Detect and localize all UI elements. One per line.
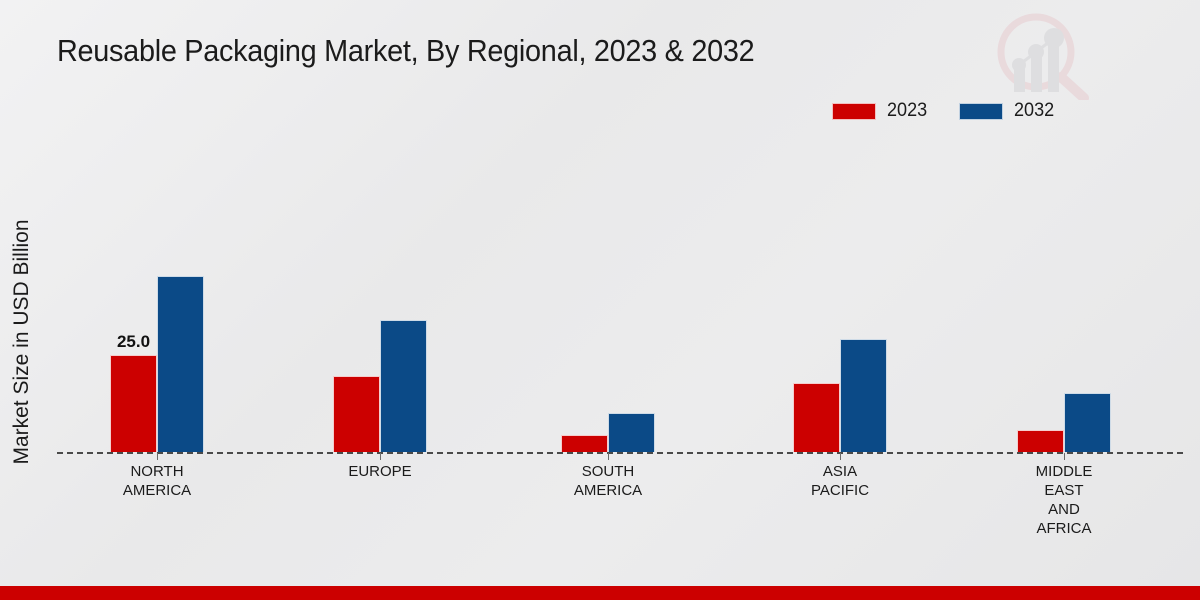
- x-axis-label-line: EUROPE: [348, 463, 412, 480]
- x-axis-label-line: ASIA: [822, 463, 858, 480]
- x-axis-label-line: MIDDLE: [1035, 463, 1093, 480]
- x-axis-label-north-america: NORTH AMERICA: [123, 462, 191, 500]
- bar-group-south-america: [561, 152, 655, 452]
- bar-north-america-2023[interactable]: 25.0: [110, 332, 157, 452]
- legend-item-2023[interactable]: 2023: [832, 100, 929, 122]
- x-axis-tick-europe: [380, 453, 381, 460]
- legend-label-2032: 2032: [1014, 100, 1055, 121]
- chart-legend: 2023 2032: [832, 100, 1057, 122]
- x-axis-label-asia-pacific: ASIA PACIFIC: [811, 462, 869, 500]
- x-axis-tick-north-america: [157, 453, 158, 460]
- chart-title: Reusable Packaging Market, By Regional, …: [57, 33, 755, 68]
- legend-label-2023: 2023: [887, 100, 928, 121]
- bar-europe-2023[interactable]: [333, 376, 380, 452]
- bar-south-america-2023[interactable]: [561, 435, 608, 452]
- bar-europe-2032[interactable]: [380, 320, 427, 452]
- x-axis-label-line: AMERICA: [573, 482, 643, 499]
- x-axis-baseline: [57, 452, 1183, 454]
- x-axis-label-line: SOUTH: [581, 463, 635, 480]
- legend-item-2032[interactable]: 2032: [959, 100, 1056, 122]
- bar-group-europe: [333, 152, 427, 452]
- bar-north-america-2032[interactable]: [157, 276, 204, 452]
- x-axis-label-line: AFRICA: [1036, 520, 1092, 537]
- magnifier-bar-chart-logo-icon: [988, 8, 1092, 103]
- bar-group-middle-east-and-africa: [1017, 152, 1111, 452]
- legend-swatch-2023: [832, 102, 876, 120]
- bottom-accent-strip: [0, 586, 1200, 600]
- x-axis-tick-asia-pacific: [840, 453, 841, 460]
- x-axis-label-line: AND: [1048, 501, 1080, 518]
- bar-asia-pacific-2032[interactable]: [840, 339, 887, 452]
- x-axis-tick-middle-east-and-africa: [1064, 453, 1065, 460]
- bar-value-label: 25.0: [116, 332, 151, 351]
- x-axis-label-line: NORTH: [130, 463, 184, 480]
- legend-swatch-2032: [959, 102, 1004, 120]
- bar-asia-pacific-2023[interactable]: [793, 383, 840, 452]
- bar-south-america-2032[interactable]: [608, 413, 655, 452]
- x-axis-label-europe: EUROPE: [348, 462, 411, 481]
- bar-group-north-america: 25.0: [110, 152, 204, 452]
- x-axis-label-middle-east-and-africa: MIDDLE EAST AND AFRICA: [1036, 462, 1093, 538]
- bar-group-asia-pacific: [793, 152, 887, 452]
- x-axis-label-line: AMERICA: [122, 482, 192, 499]
- x-axis-label-line: EAST: [1044, 482, 1084, 499]
- x-axis-tick-south-america: [608, 453, 609, 460]
- x-axis-label-south-america: SOUTH AMERICA: [574, 462, 642, 500]
- bar-middle-east-and-africa-2023[interactable]: [1017, 430, 1064, 452]
- y-axis-title: Market Size in USD Billion: [10, 219, 33, 465]
- bar-middle-east-and-africa-2032[interactable]: [1064, 393, 1111, 452]
- x-axis-label-line: PACIFIC: [810, 482, 870, 499]
